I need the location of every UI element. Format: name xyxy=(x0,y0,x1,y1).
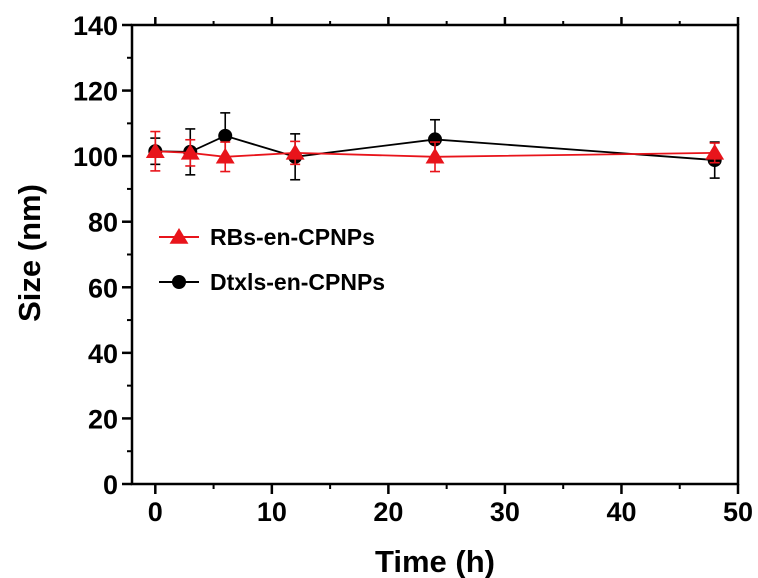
data-point xyxy=(425,147,445,164)
x-tick-label: 30 xyxy=(490,497,520,527)
y-axis-ticks: 0 20 40 60 80 100 120 140 xyxy=(73,11,132,500)
data-point xyxy=(428,132,442,147)
x-tick-label: 50 xyxy=(723,497,753,527)
x-tick-label: 20 xyxy=(373,497,403,527)
data-point xyxy=(705,143,725,160)
legend-item: Dtxls-en-CPNPs xyxy=(159,269,385,295)
data-point xyxy=(215,147,235,164)
x-tick-label: 10 xyxy=(257,497,287,527)
legend-item: RBs-en-CPNPs xyxy=(159,224,375,250)
y-axis-title: Size (nm) xyxy=(12,184,47,322)
x-axis-ticks: 0 10 20 30 40 50 xyxy=(148,17,753,527)
y-tick-label: 120 xyxy=(73,77,118,107)
y-tick-label: 0 xyxy=(103,470,118,500)
series-line xyxy=(155,150,715,158)
axes xyxy=(130,23,740,486)
legend: RBs-en-CPNPs Dtxls-en-CPNPs xyxy=(159,224,385,295)
series-RBs-en-CPNPs xyxy=(145,130,725,173)
y-tick-label: 80 xyxy=(88,208,118,238)
data-point xyxy=(145,142,165,158)
legend-marker xyxy=(172,275,186,289)
legend-label: RBs-en-CPNPs xyxy=(210,224,375,250)
y-tick-label: 100 xyxy=(73,142,118,172)
x-tick-label: 40 xyxy=(606,497,636,527)
y-tick-label: 40 xyxy=(88,339,118,369)
data-point xyxy=(180,143,200,160)
y-tick-label: 20 xyxy=(88,404,118,434)
x-axis-title: Time (h) xyxy=(375,544,495,578)
series-layer xyxy=(145,112,725,181)
data-point xyxy=(285,143,305,160)
y-tick-label: 140 xyxy=(73,11,118,41)
x-tick-label: 0 xyxy=(148,497,163,527)
y-tick-label: 60 xyxy=(88,273,118,303)
legend-label: Dtxls-en-CPNPs xyxy=(210,269,385,295)
data-point xyxy=(218,128,233,143)
plot-frame xyxy=(130,23,740,486)
legend-marker xyxy=(169,228,189,244)
